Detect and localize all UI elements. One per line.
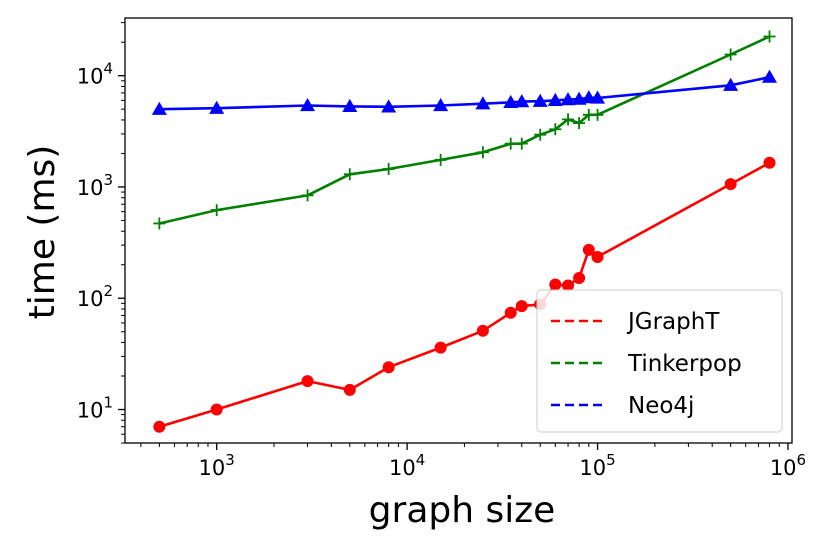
x-tick-label: 103 <box>199 451 235 480</box>
data-point-tinkerpop <box>591 108 604 121</box>
data-point-tinkerpop <box>504 137 517 150</box>
series-line-tinkerpop <box>159 35 771 225</box>
data-point-tinkerpop <box>724 48 737 61</box>
data-point-tinkerpop <box>210 204 223 217</box>
data-point-neo4j <box>433 97 449 112</box>
data-point-neo4j <box>300 97 316 112</box>
plot-frame <box>124 17 793 444</box>
data-point-tinkerpop <box>153 217 166 230</box>
data-point-neo4j <box>590 90 606 104</box>
legend-item-tinkerpop: Tinkerpop <box>551 351 742 377</box>
data-point-jgrapht <box>549 278 562 291</box>
data-point-tinkerpop <box>573 117 586 130</box>
y-tick-label: 101 <box>77 394 113 423</box>
data-point-jgrapht <box>210 403 223 416</box>
y-tick-label: 103 <box>77 171 113 200</box>
data-point-jgrapht <box>434 341 447 354</box>
x-tick-label: 105 <box>579 451 615 480</box>
y-axis-ticks: 101 102 103 104 <box>77 22 125 444</box>
data-point-jgrapht <box>763 156 776 169</box>
series-tinkerpop <box>153 30 776 230</box>
x-axis-ticks: 103 104 105 106 <box>140 443 806 480</box>
legend-item-jgrapht: JGraphT <box>551 309 720 335</box>
data-point-jgrapht <box>301 375 314 388</box>
data-point-jgrapht <box>153 420 166 433</box>
legend-label-jgrapht: JGraphT <box>626 309 720 335</box>
data-point-tinkerpop <box>763 30 776 43</box>
data-point-tinkerpop <box>301 189 314 202</box>
data-point-neo4j <box>151 101 167 115</box>
data-point-jgrapht <box>382 361 395 374</box>
legend-label-tinkerpop: Tinkerpop <box>627 351 742 377</box>
data-point-tinkerpop <box>549 123 562 136</box>
data-point-tinkerpop <box>434 153 447 166</box>
data-point-neo4j <box>342 98 358 112</box>
series-layer <box>151 30 778 433</box>
data-point-tinkerpop <box>343 168 356 181</box>
data-point-tinkerpop <box>562 113 575 126</box>
data-point-neo4j <box>209 100 225 114</box>
y-tick-label: 104 <box>77 60 113 89</box>
data-point-jgrapht <box>476 324 489 337</box>
series-jgrapht <box>153 156 776 433</box>
data-point-neo4j <box>532 93 548 107</box>
y-axis-title: time (ms) <box>22 145 63 320</box>
series-neo4j <box>151 69 778 115</box>
legend-item-neo4j: Neo4j <box>551 393 694 419</box>
legend-box <box>536 289 783 433</box>
x-tick-label: 106 <box>770 451 806 480</box>
data-point-neo4j <box>723 77 739 91</box>
data-point-tinkerpop <box>515 137 528 150</box>
data-point-neo4j <box>762 69 778 83</box>
data-point-jgrapht <box>591 250 604 263</box>
legend-label-neo4j: Neo4j <box>628 393 694 419</box>
x-tick-label: 104 <box>389 451 425 480</box>
data-point-jgrapht <box>724 178 737 191</box>
data-point-jgrapht <box>573 272 586 285</box>
data-point-tinkerpop <box>382 163 395 176</box>
y-tick-label: 102 <box>77 282 113 311</box>
legend: JGraphT Tinkerpop Neo4j <box>536 289 783 433</box>
data-point-jgrapht <box>515 300 528 313</box>
data-point-neo4j <box>560 92 576 106</box>
series-line-neo4j <box>159 75 770 111</box>
data-point-neo4j <box>547 92 563 107</box>
data-point-neo4j <box>381 99 397 113</box>
data-point-jgrapht <box>343 383 356 396</box>
data-point-neo4j <box>475 96 491 110</box>
data-point-tinkerpop <box>534 128 547 141</box>
data-point-neo4j <box>503 94 519 109</box>
data-point-jgrapht <box>582 243 595 256</box>
x-axis-title: graph size <box>369 490 556 531</box>
data-point-jgrapht <box>504 306 517 319</box>
data-point-neo4j <box>514 94 530 108</box>
data-point-tinkerpop <box>476 146 489 159</box>
data-point-jgrapht <box>562 279 575 292</box>
